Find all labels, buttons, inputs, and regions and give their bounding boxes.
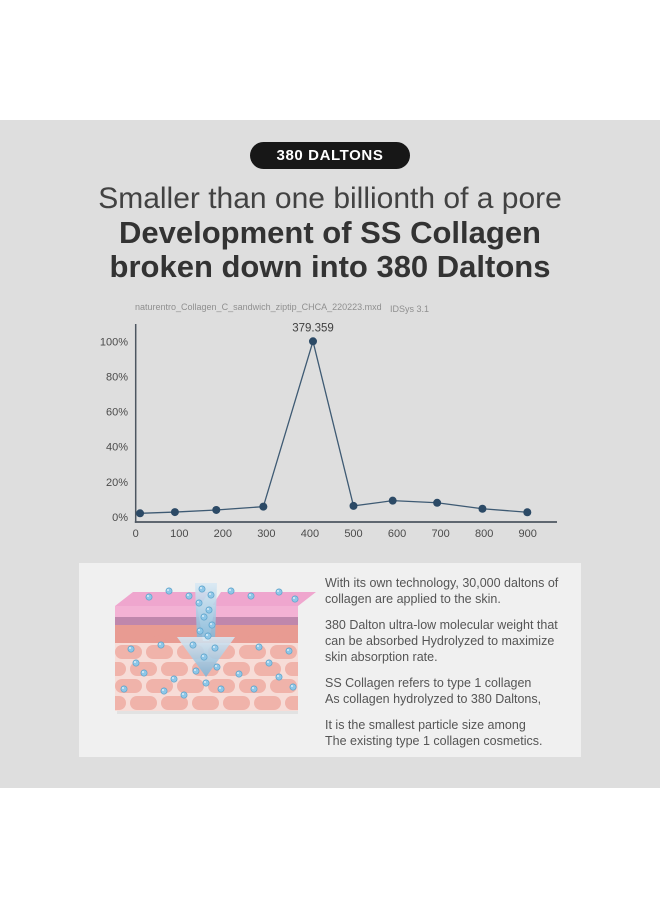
y-tick-label: 40% [106,442,128,454]
x-tick-label: 600 [388,528,406,540]
daltons-badge-label: 380 DALTONS [276,147,384,164]
daltons-badge: 380 DALTONS [249,142,411,169]
chart-data-point [433,498,442,507]
x-tick-label: 100 [170,528,188,540]
heading-title-line-2: broken down into 380 Daltons [109,249,551,284]
heading-subtitle: Smaller than one billionth of a pore [98,182,562,215]
y-tick-label: 20% [106,477,128,489]
spectrum-line [140,338,528,514]
chart-tick-labels: 0% 20% 40% 60% 80% 100% 0 100 200 300 400 500 600 700… [100,336,537,540]
chart-data-point [308,337,317,346]
x-tick-label: 300 [257,528,275,540]
info-panel: With its own technology, 30,000 daltons … [79,563,581,757]
x-tick-label: 500 [344,528,362,540]
info-paragraph-3: SS Collagen refers to type 1 collagen As… [325,676,542,706]
info-text-column: With its own technology, 30,000 daltons … [325,575,575,749]
x-tick-label: 900 [519,528,537,540]
info-paragraph-4: It is the smallest particle size among T… [325,718,543,748]
x-tick-label: 700 [431,528,449,540]
chart-software-label: IDSys 3.1 [390,304,430,314]
chart-file-label: naturentro_Collagen_C_sandwich_ziptip_CH… [135,302,382,312]
y-tick-label: 60% [106,407,128,419]
y-tick-label: 100% [100,336,128,348]
x-tick-label: 400 [301,528,319,540]
badge-row: 380 DALTONS [0,142,660,169]
y-tick-label: 80% [106,371,128,383]
skin-block-shadow [117,710,298,714]
chart-data-point [388,496,397,505]
headings: Smaller than one billionth of a pore Dev… [0,182,660,284]
x-tick-label: 200 [214,528,232,540]
epidermis-top-left [115,592,209,606]
chart-data-point [136,509,145,518]
chart-data-point [523,508,532,517]
info-paragraph-1: With its own technology, 30,000 daltons … [325,576,559,606]
chart-series [136,337,532,518]
chart-data-point [259,502,268,511]
chart-annotations: 379.359 [292,322,334,334]
molecular-weight-line-chart: 0% 20% 40% 60% 80% 100% 0 100 200 300 400 500 600 700… [100,322,557,540]
y-tick-label: 0% [112,512,128,524]
chart-data-point [478,504,487,513]
chart-data-point [170,508,179,517]
spectrum-chart-area: naturentro_Collagen_C_sandwich_ziptip_CH… [0,295,660,545]
chart-data-point [349,501,358,510]
chart-axes [134,324,557,523]
x-tick-label: 800 [475,528,493,540]
x-tick-label: 0 [133,528,139,540]
chart-data-point [212,505,221,514]
peak-value-label: 379.359 [292,322,334,334]
collagen-droplet-particles [120,585,299,699]
epidermis-top-right [212,592,316,606]
info-paragraph-2: 380 Dalton ultra-low molecular weight th… [325,618,558,664]
skin-absorption-illustration [115,583,316,714]
heading-title-line-1: Development of SS Collagen [118,215,541,250]
